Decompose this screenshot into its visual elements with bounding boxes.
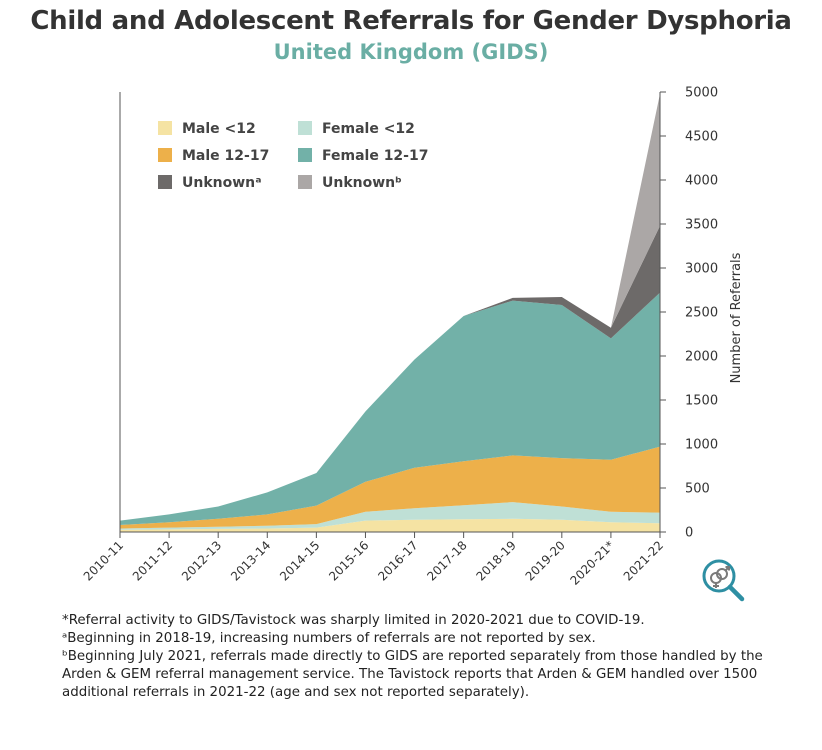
x-tick-label-10: 2020-21* [567,538,617,588]
y-tick-label-4: 2000 [685,350,718,365]
stacked-area-chart: 0 500 1000 1500 2000 2500 3000 3500 4000 4500 5000… [81,86,744,588]
x-tick-label-4: 2014-15 [277,538,322,583]
legend-swatch-4 [158,175,172,189]
area-series-0 [120,518,660,532]
legend-label-1: Female <12 [322,121,415,137]
legend-swatch-1 [298,121,312,135]
y-tick-label-1: 500 [685,482,710,497]
legend-label-3: Female 12-17 [322,148,428,164]
footnote-covid: *Referral activity to GIDS/Tavistock was… [62,613,645,628]
x-tick-label-9: 2019-20 [523,538,568,583]
y-tick-label-2: 1000 [685,438,718,453]
x-tick-label-0: 2010-11 [81,538,126,583]
legend-swatch-0 [158,121,172,135]
y-tick-label-10: 5000 [685,86,718,101]
x-tick-label-2: 2012-13 [179,538,224,583]
legend-label-0: Male <12 [182,121,256,137]
footnotes: *Referral activity to GIDS/Tavistock was… [62,612,802,702]
legend-swatch-3 [298,148,312,162]
legend-label-5: Unknownᵇ [322,175,402,191]
y-tick-label-3: 1500 [685,394,718,409]
footnote-a: ᵃBeginning in 2018-19, increasing number… [62,631,596,646]
x-tick-label-7: 2017-18 [424,538,469,583]
area-series-4 [120,225,660,521]
gender-search-icon [700,557,748,609]
x-tick-label-6: 2016-17 [375,538,420,583]
y-tick-label-9: 4500 [685,130,718,145]
y-tick-label-0: 0 [685,526,693,541]
legend-label-2: Male 12-17 [182,148,269,164]
area-series-3 [120,292,660,525]
x-tick-label-5: 2015-16 [326,538,371,583]
footnote-b: ᵇBeginning July 2021, referrals made dir… [62,649,763,700]
y-axis-label: Number of Referrals [729,252,744,383]
legend-swatch-5 [298,175,312,189]
x-tick-label-8: 2018-19 [473,538,518,583]
x-tick-label-11: 2021-22 [621,538,666,583]
legend-label-4: Unknownᵃ [182,175,262,191]
x-tick-label-1: 2011-12 [130,538,175,583]
x-tick-label-3: 2013-14 [228,538,273,583]
chart-title: Child and Adolescent Referrals for Gende… [30,6,792,36]
area-series-1 [120,502,660,530]
legend-swatch-2 [158,148,172,162]
y-tick-label-6: 3000 [685,262,718,277]
y-tick-label-5: 2500 [685,306,718,321]
y-tick-label-7: 3500 [685,218,718,233]
chart-subtitle: United Kingdom (GIDS) [273,40,549,64]
y-tick-label-8: 4000 [685,174,718,189]
area-series-2 [120,446,660,529]
